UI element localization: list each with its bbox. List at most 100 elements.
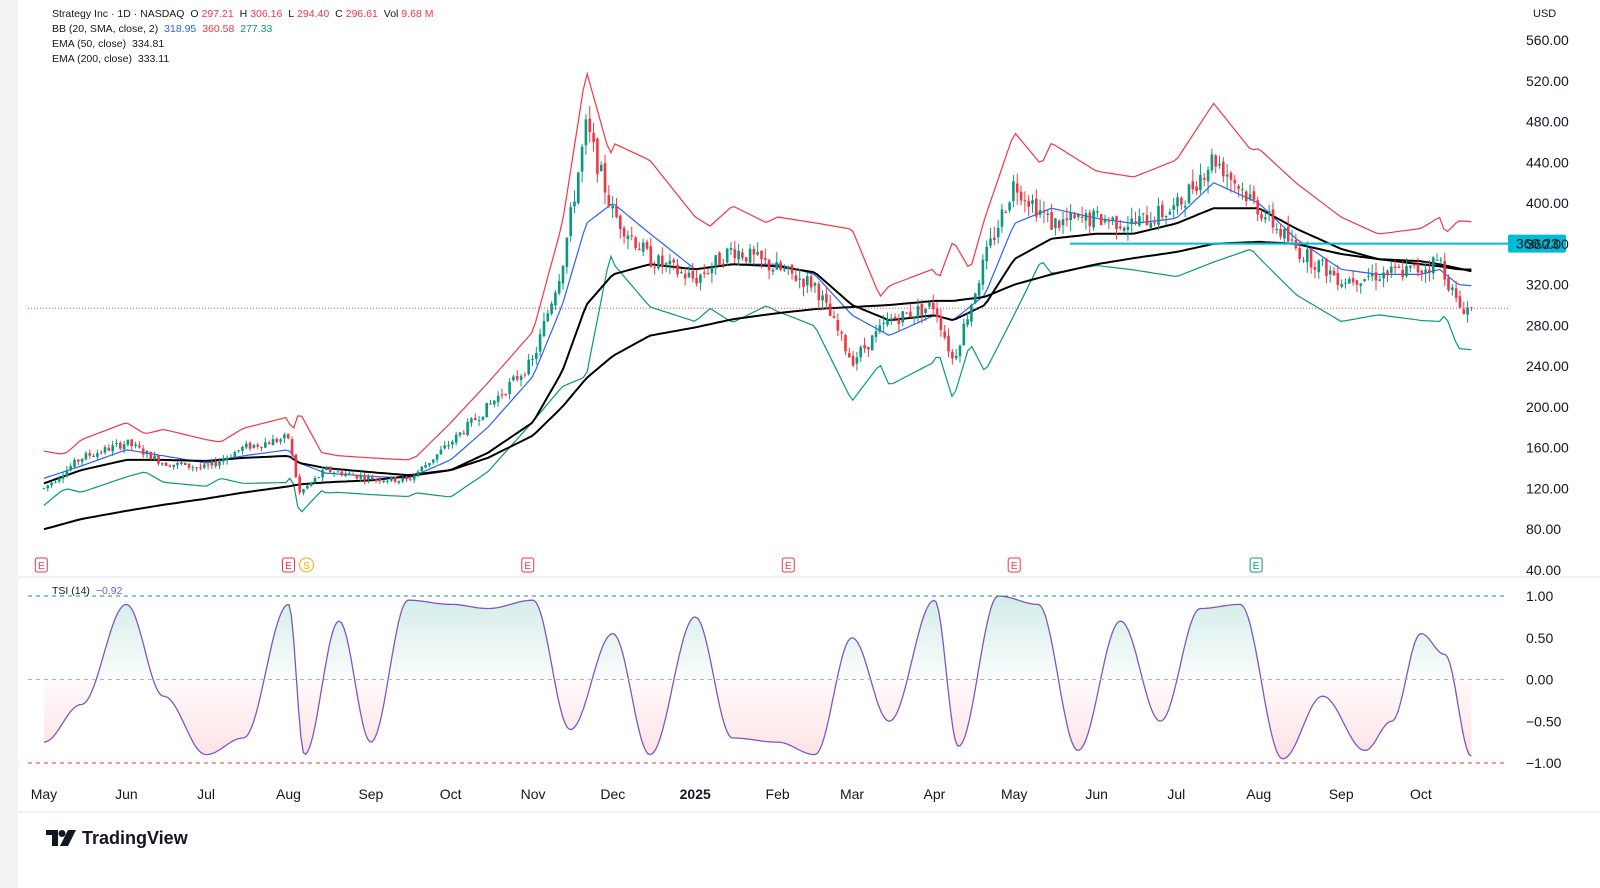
tsi-negative-fill	[43, 679, 1472, 759]
ema50-legend[interactable]: EMA (50, close) 334.81	[52, 38, 167, 50]
candle-body	[1096, 211, 1099, 213]
candle-body	[1447, 277, 1450, 290]
candle-body	[538, 334, 542, 352]
tsi-tick-label: 1.00	[1526, 588, 1553, 604]
candle-body	[474, 418, 477, 420]
candle-body	[1420, 270, 1424, 274]
price-tick-label: 40.00	[1526, 562, 1561, 578]
candle-body	[99, 452, 103, 453]
candle-body	[1313, 267, 1317, 270]
candle-body	[294, 454, 298, 478]
candle-body	[260, 446, 263, 448]
candle-body	[527, 359, 530, 375]
candle-body	[332, 472, 336, 474]
candle-body	[149, 451, 153, 460]
split-marker[interactable]: S	[299, 557, 315, 573]
candle-body	[1099, 214, 1103, 225]
candle-body	[619, 215, 622, 230]
candle-body	[993, 237, 996, 240]
candle-body	[1119, 226, 1122, 229]
candle-body	[725, 248, 729, 263]
earnings-marker[interactable]: E	[282, 557, 296, 573]
candle-body	[237, 450, 240, 452]
candle-body	[1054, 218, 1057, 228]
candle-body	[1409, 265, 1412, 268]
candle-body	[966, 319, 969, 325]
candle-body	[485, 403, 488, 418]
candle-body	[229, 457, 233, 459]
candle-body	[1344, 282, 1347, 284]
candle-body	[661, 255, 664, 267]
candle-body	[340, 471, 343, 476]
candle-body	[882, 323, 885, 325]
earnings-marker[interactable]: E	[34, 557, 48, 573]
candle-body	[1451, 287, 1454, 291]
candle-body	[851, 356, 855, 366]
candle-body	[737, 250, 740, 260]
candle-body	[970, 304, 973, 322]
price-tick-label: 400.00	[1526, 195, 1569, 211]
candle-body	[1390, 266, 1393, 273]
time-tick-label: Oct	[1410, 786, 1432, 802]
time-tick-label: May	[31, 786, 57, 802]
candle-body	[88, 453, 92, 456]
candle-body	[370, 477, 374, 480]
candle-body	[302, 489, 305, 493]
candle-body	[741, 252, 744, 258]
candle-body	[1279, 228, 1282, 237]
high-value: 306.16	[250, 8, 283, 20]
candle-body	[119, 442, 122, 449]
candle-body	[298, 476, 301, 493]
bb-legend[interactable]: BB (20, SMA, close, 2) 318.95 360.58 277…	[52, 23, 275, 35]
candle-body	[1172, 205, 1175, 210]
candle-body	[832, 316, 836, 318]
candle-body	[844, 335, 847, 352]
candle-body	[924, 308, 927, 314]
candle-body	[1161, 204, 1164, 218]
candle-body	[1325, 258, 1328, 277]
candle-body	[191, 467, 195, 469]
candle-body	[508, 382, 511, 395]
time-tick-label: Sep	[358, 786, 383, 802]
candle-body	[634, 237, 637, 249]
price-chart[interactable]: 360.23 560.00 520.00 480.00 440.00 400.00 360…	[18, 0, 1600, 888]
bb-lower-line	[43, 249, 1472, 513]
tsi-tick-label: −0.50	[1526, 713, 1562, 729]
candle-body	[386, 480, 389, 482]
candle-body	[321, 470, 324, 478]
earnings-marker[interactable]: E	[1007, 557, 1021, 573]
earnings-marker-box	[1007, 557, 1021, 573]
earnings-marker-box	[282, 557, 296, 573]
tsi-legend[interactable]: TSI (14) −0.92	[52, 585, 125, 597]
candle-body	[542, 320, 546, 337]
candle-body	[245, 443, 248, 448]
earnings-marker[interactable]: E	[781, 557, 795, 573]
candle-body	[393, 477, 397, 482]
candle-body	[1122, 227, 1126, 231]
candle-body	[985, 246, 988, 262]
tradingview-logo[interactable]: TradingView	[46, 826, 188, 850]
candle-body	[1038, 210, 1042, 215]
earnings-marker[interactable]: E	[521, 557, 535, 573]
time-tick-label: Mar	[840, 786, 864, 802]
symbol-title: Strategy Inc · 1D · NASDAQ	[52, 8, 185, 20]
candle-body	[706, 273, 710, 275]
candle-body	[1157, 206, 1160, 225]
candle-body	[806, 276, 809, 286]
candle-body	[374, 479, 378, 481]
candle-body	[641, 242, 645, 252]
candle-body	[546, 313, 550, 322]
candle-body	[496, 395, 500, 403]
candle-body	[1042, 210, 1046, 213]
earnings-marker[interactable]: E	[1249, 557, 1263, 573]
candle-body	[996, 228, 1000, 238]
candle-body	[1164, 216, 1168, 218]
candle-body	[466, 421, 469, 435]
ema200-legend[interactable]: EMA (200, close) 333.11	[52, 53, 172, 65]
candle-body	[214, 461, 217, 466]
candle-body	[1229, 172, 1233, 180]
candle-body	[451, 441, 454, 445]
candle-body	[909, 311, 912, 317]
currency-label[interactable]: USD	[1533, 8, 1557, 20]
price-tick-label: 280.00	[1526, 317, 1569, 333]
